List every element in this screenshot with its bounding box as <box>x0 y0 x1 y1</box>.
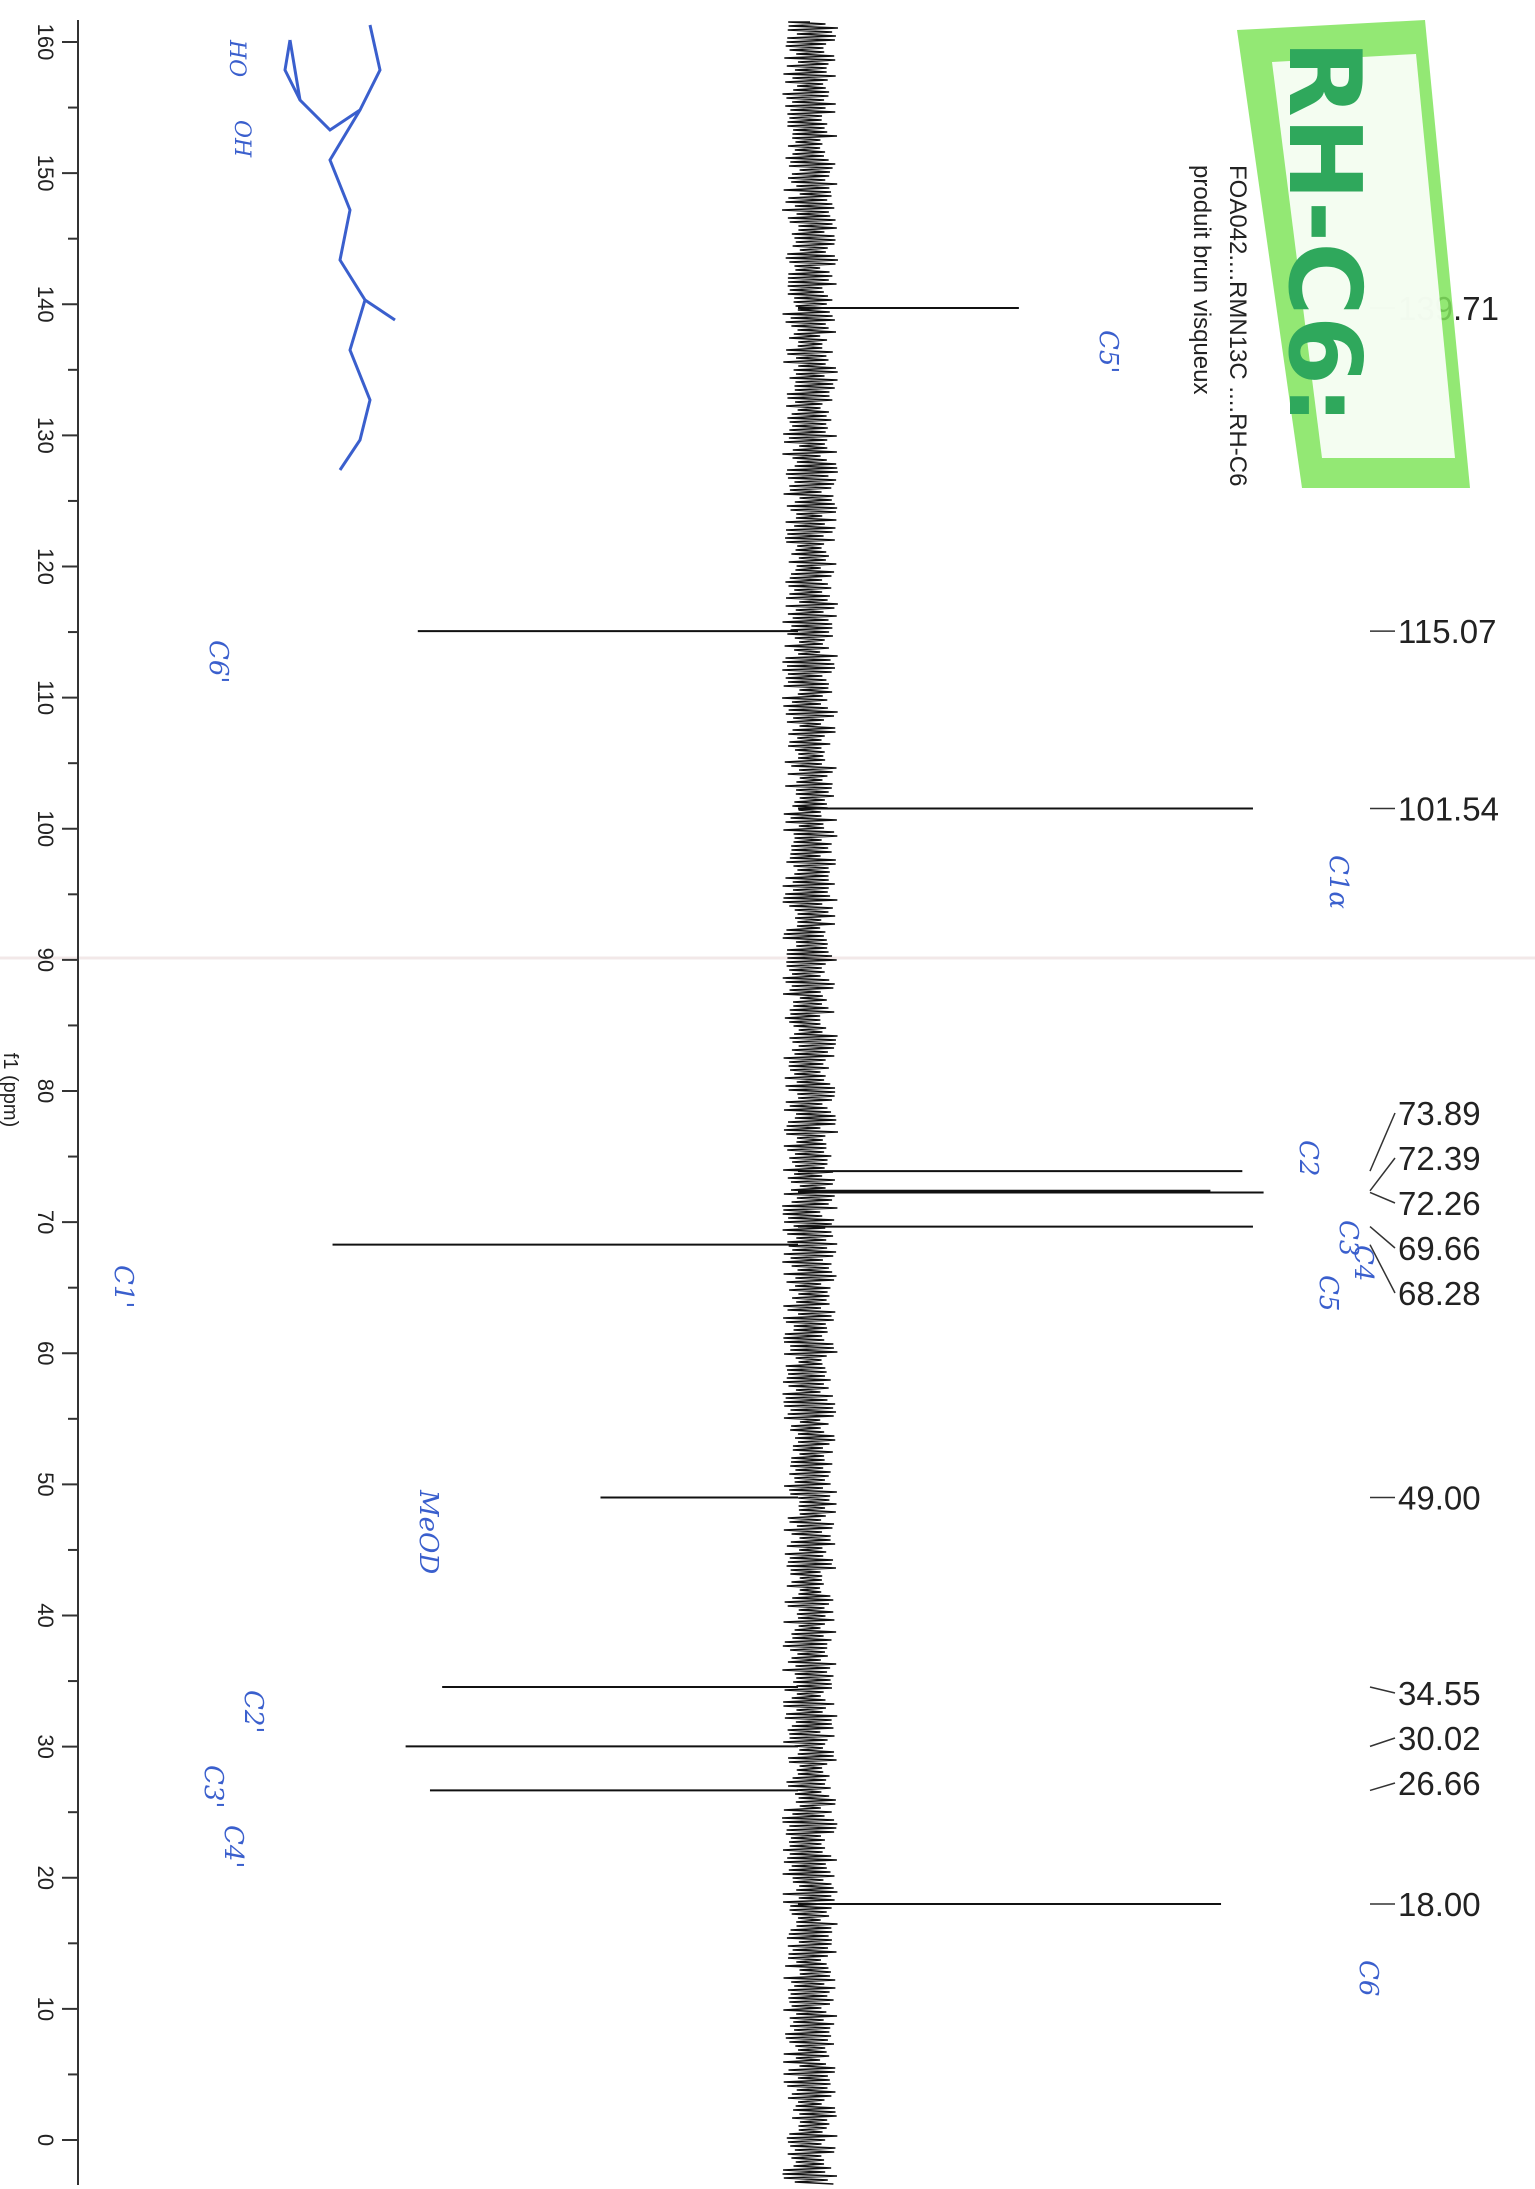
peak-label: 69.66 <box>1398 1230 1481 1267</box>
peak-label-leader <box>1369 1112 1396 1172</box>
axis-tick-label: 160 <box>33 24 58 61</box>
handwritten-label: C5' <box>1093 330 1123 374</box>
axis-tick-label: 0 <box>33 2134 58 2146</box>
svg-text:OH: OH <box>229 120 254 158</box>
stamp-text: RH-C6: <box>1266 40 1383 425</box>
axis-tick-label: 20 <box>33 1866 58 1890</box>
handwritten-label: C1α <box>1323 855 1353 909</box>
peak-label-leader <box>1369 1157 1396 1192</box>
axis-tick-label: 150 <box>33 155 58 192</box>
handwritten-label: C1' <box>108 1265 138 1309</box>
handwritten-label: C4' <box>218 1825 248 1869</box>
axis-tick-label: 10 <box>33 1997 58 2021</box>
peak-label: 68.28 <box>1398 1275 1481 1312</box>
spectrum-title: FOA042....RMN13C ....RH-C6 <box>1224 165 1251 486</box>
peak-label-leader <box>1369 1686 1396 1694</box>
peak-label: 72.39 <box>1398 1140 1481 1177</box>
handwritten-label: C3 <box>1333 1220 1363 1256</box>
baseline-noise <box>782 21 838 2185</box>
axis-tick-label: 30 <box>33 1734 58 1758</box>
axis-tick-label: 100 <box>33 810 58 847</box>
axis-tick-label: 120 <box>33 548 58 585</box>
peak-label-leader <box>1369 1226 1396 1249</box>
spectrum-subtitle: produit brun visqueux <box>1188 165 1215 394</box>
peak-label: 72.26 <box>1398 1185 1481 1222</box>
peak-label-leader <box>1369 1191 1396 1204</box>
peak-label: 30.02 <box>1398 1720 1481 1757</box>
handwritten-label: C4 <box>1348 1245 1378 1281</box>
axis-tick-label: 60 <box>33 1341 58 1365</box>
noise-trace <box>782 21 838 2185</box>
axis-ticks <box>62 41 78 2141</box>
axis-tick-labels: 0 10 20 30 40 50 60 70 80 90 100 110 120 130 140 150 160 <box>33 24 58 2146</box>
handwritten-label: C6' <box>203 640 233 684</box>
handwritten-label: C2' <box>238 1690 268 1734</box>
axis-tick-label: 110 <box>33 680 58 715</box>
peak-label: 101.54 <box>1398 791 1499 828</box>
peak-label-leader <box>1369 1782 1396 1792</box>
peak-label-leader <box>1369 1737 1396 1748</box>
svg-text:HO: HO <box>224 39 249 77</box>
handwritten-label: C3' <box>198 1765 228 1809</box>
ppm-axis: 0 10 20 30 40 50 60 70 80 90 100 110 120 130 140 150 160… <box>0 20 79 2185</box>
peak-lines <box>332 307 1264 1905</box>
axis-tick-label: 140 <box>33 286 58 323</box>
peak-label: 18.00 <box>1398 1886 1481 1923</box>
axis-tick-label: 70 <box>33 1210 58 1234</box>
axis-tick-label: 80 <box>33 1079 58 1103</box>
peak-label-leader <box>1369 1244 1396 1294</box>
peak-label: 26.66 <box>1398 1765 1481 1802</box>
peak-label: 115.07 <box>1398 613 1496 650</box>
handwritten-label: C2 <box>1293 1140 1323 1176</box>
handwritten-label: C6 <box>1353 1960 1383 1996</box>
axis-tick-label: 50 <box>33 1472 58 1496</box>
axis-tick-label: 90 <box>33 948 58 972</box>
peak-label: 73.89 <box>1398 1095 1481 1132</box>
handwritten-label: C5 <box>1313 1275 1343 1311</box>
peak-label: 34.55 <box>1398 1675 1481 1712</box>
spectrum-title-block: RH-C6: FOA042....RMN13C ....RH-C6 produi… <box>1188 20 1470 488</box>
axis-title: f1 (ppm) <box>0 1053 21 1127</box>
structure-sketch: HO OH <box>224 24 396 471</box>
stamp-logo: RH-C6: <box>1237 20 1470 488</box>
peak-label: 49.00 <box>1398 1479 1481 1516</box>
axis-tick-label: 40 <box>33 1603 58 1627</box>
handwritten-label: MeOD <box>413 1489 443 1574</box>
axis-tick-label: 130 <box>33 417 58 454</box>
peak-labels: 139.71115.07101.5473.8972.3972.2669.6668… <box>1369 290 1499 1923</box>
